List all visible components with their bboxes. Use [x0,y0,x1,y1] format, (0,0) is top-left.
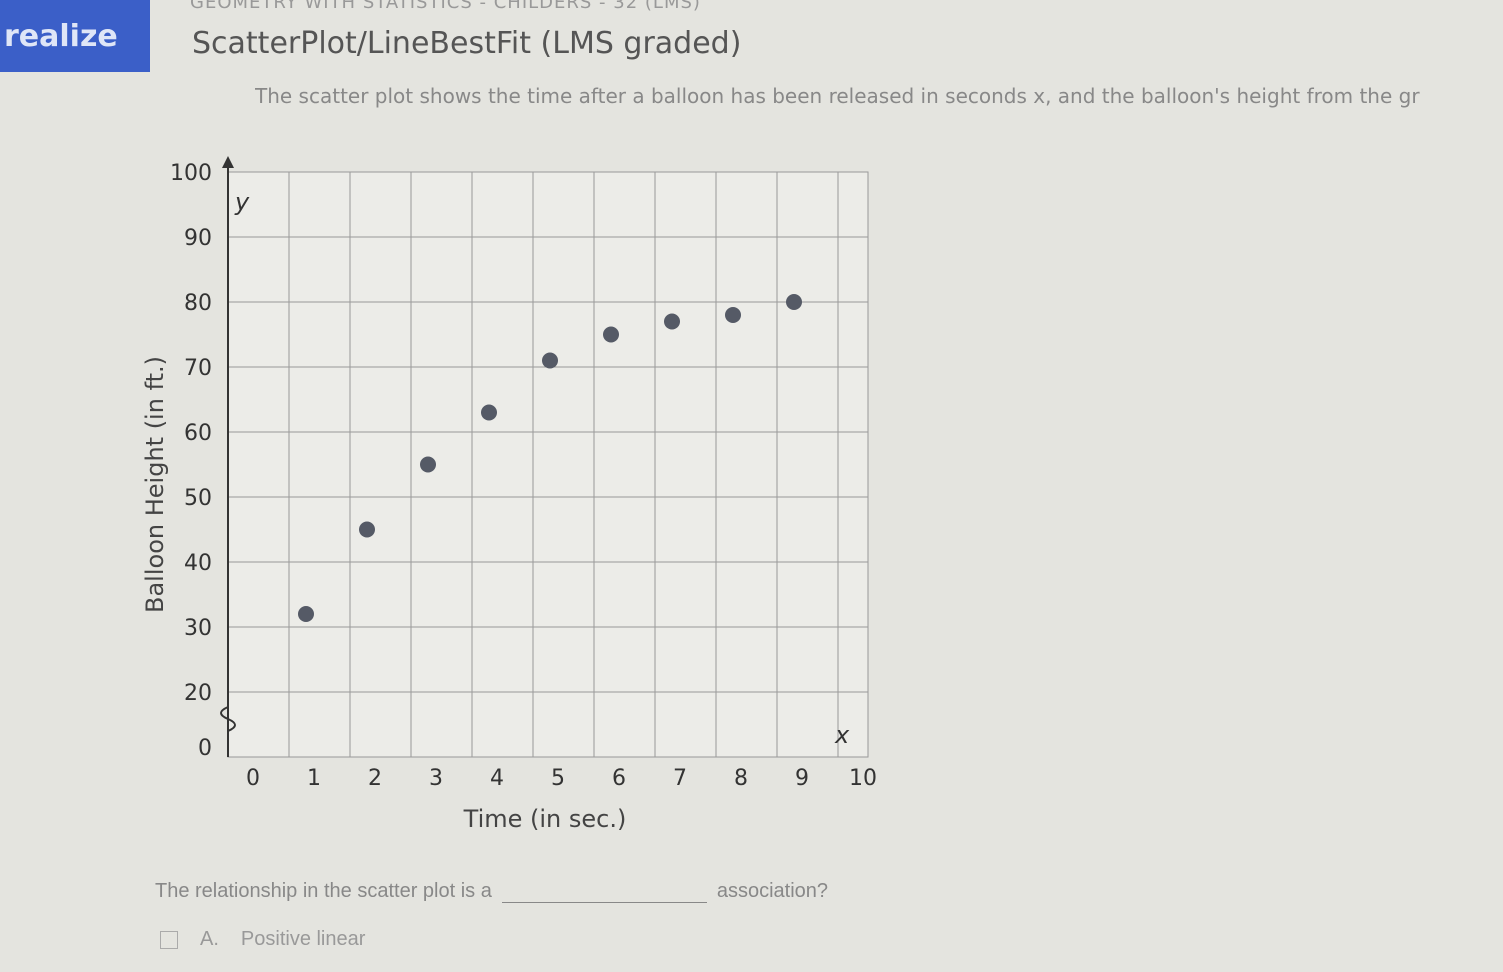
x-axis-var: x [834,721,850,749]
logo-text: realize [4,18,118,54]
option-letter: A. [200,928,219,950]
answer-blank [501,882,707,903]
question-description: The scatter plot shows the time after a … [255,84,1420,108]
x-tick-label: 2 [368,766,382,791]
x-tick-label: 10 [849,766,877,791]
y-tick-label: 100 [170,161,212,186]
prompt-text: The relationship in the scatter plot is … [155,880,492,902]
page-title: ScatterPlot/LineBestFit (LMS graded) [192,26,742,61]
data-point [359,521,375,538]
x-tick-label: 8 [734,766,748,791]
question-prompt: The relationship in the scatter plot is … [155,880,828,903]
data-point [725,307,741,323]
y-axis-arrow-icon [222,156,234,168]
course-name: GEOMETRY WITH STATISTICS - CHILDERS - 32… [190,0,701,13]
axis-break-icon [220,706,236,732]
checkbox[interactable] [160,930,178,949]
x-tick-label: 4 [490,766,504,791]
y-tick-label: 50 [184,486,212,511]
y-tick-label: 70 [184,356,212,381]
data-point [603,326,619,343]
x-tick-label: 9 [795,766,809,791]
x-axis-label: Time (in sec.) [463,805,627,833]
x-tick-label: 3 [429,766,443,791]
y-axis-var: y [234,188,250,216]
x-tick-label: 7 [673,766,687,791]
data-point [298,606,314,622]
data-point [786,294,802,310]
prompt-suffix: association? [716,880,829,902]
option-a[interactable]: A. Positive linear [160,928,365,951]
y-tick-label: 0 [198,736,212,761]
y-axis-label: Balloon Height (in ft.) [141,356,169,613]
y-tick-label: 90 [184,226,212,251]
option-label: Positive linear [240,928,366,950]
y-tick-label: 30 [184,616,212,641]
plot-area [227,171,869,758]
data-point [542,352,558,369]
y-tick-label: 80 [184,291,212,316]
y-tick-label: 60 [184,421,212,446]
x-tick-label: 0 [246,766,260,791]
y-tick-label: 40 [184,551,212,576]
x-tick-label: 1 [307,766,321,791]
x-tick-label: 6 [612,766,626,791]
data-point [420,456,436,473]
data-point [664,313,680,330]
data-point [481,404,497,421]
realize-logo[interactable]: realize [0,0,150,72]
y-tick-label: 20 [184,681,212,706]
x-tick-label: 5 [551,766,565,791]
